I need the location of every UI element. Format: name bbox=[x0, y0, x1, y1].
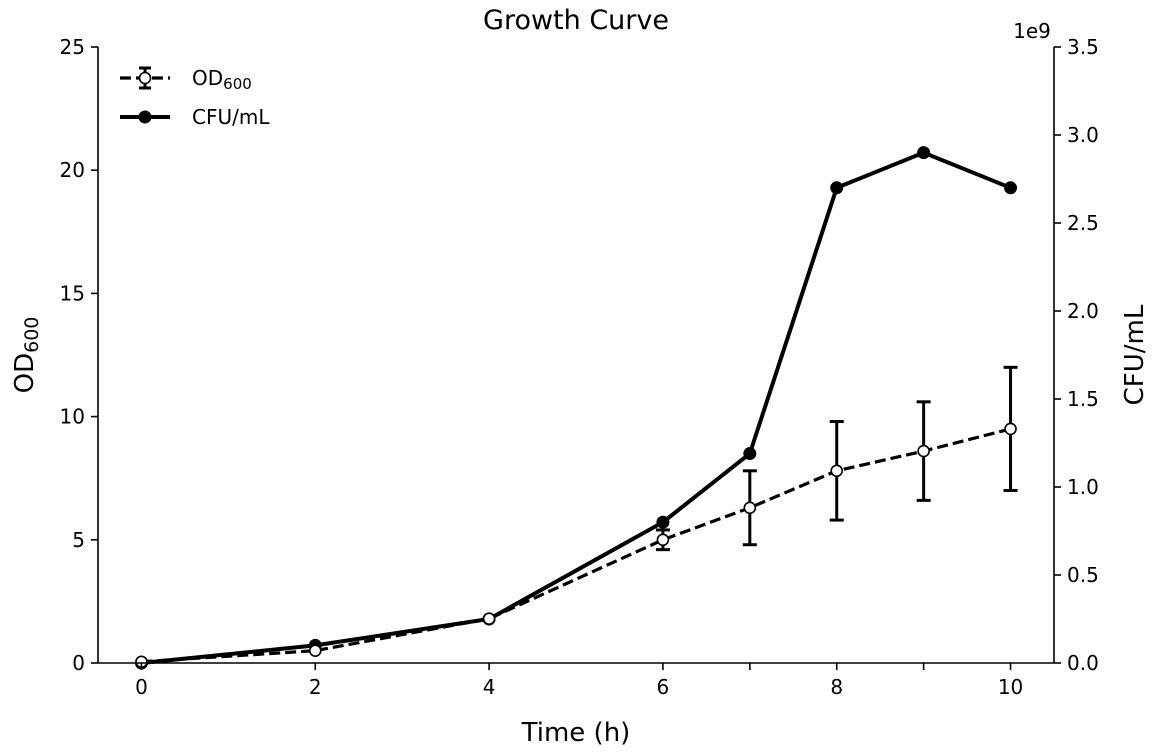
y-axis-title-base: OD bbox=[10, 353, 40, 394]
cfu-series-line bbox=[141, 150, 1012, 665]
legend-od-marker bbox=[138, 71, 152, 85]
y-tick-label: 0 bbox=[72, 651, 85, 675]
cfu-point bbox=[1004, 181, 1018, 195]
y2-tick-label: 1.5 bbox=[1067, 387, 1099, 411]
y2-tick-label: 0.5 bbox=[1067, 563, 1099, 587]
x-tick-label: 0 bbox=[135, 675, 148, 699]
od600-point bbox=[656, 533, 670, 547]
od600-point bbox=[917, 444, 930, 458]
y-tick-label: 5 bbox=[72, 528, 85, 552]
y2-axis-title: CFU/mL bbox=[1120, 304, 1150, 405]
x-tick-label: 2 bbox=[309, 675, 322, 699]
x-tick-label: 4 bbox=[483, 675, 496, 699]
legend-label-od-sub: 600 bbox=[223, 75, 252, 93]
x-tick-label: 10 bbox=[998, 675, 1023, 699]
y-tick-label: 25 bbox=[60, 35, 85, 59]
cfu-point bbox=[917, 146, 931, 160]
cfu-point bbox=[743, 447, 757, 461]
x-axis-title: Time (h) bbox=[521, 718, 631, 748]
y2-tick-label: 2.5 bbox=[1067, 211, 1099, 235]
od600-point bbox=[308, 644, 322, 657]
y2-tick-label: 0.0 bbox=[1067, 651, 1099, 675]
cfu-point bbox=[656, 515, 670, 529]
legend: OD600 CFU/mL bbox=[108, 58, 308, 136]
legend-cfu-marker bbox=[138, 110, 152, 124]
od600-point bbox=[482, 612, 496, 625]
legend-label-od-base: OD bbox=[192, 66, 223, 90]
od600-point bbox=[1004, 422, 1017, 436]
y-axis-title-sub: 600 bbox=[21, 317, 43, 353]
y2-tick-label: 2.0 bbox=[1067, 299, 1099, 323]
y-tick-label: 20 bbox=[60, 158, 85, 182]
y2-tick-label: 3.0 bbox=[1067, 123, 1099, 147]
od600-point bbox=[743, 501, 757, 515]
x-tick-label: 8 bbox=[830, 675, 843, 699]
y-tick-label: 10 bbox=[60, 405, 85, 429]
y-tick-label: 15 bbox=[60, 281, 85, 305]
legend-label-cfu: CFU/mL bbox=[192, 105, 270, 129]
cfu-point bbox=[830, 181, 844, 195]
y-axis-title: OD600 bbox=[10, 317, 43, 394]
y2-tick-label: 3.5 bbox=[1067, 35, 1099, 59]
od600-series-line bbox=[141, 427, 1011, 664]
chart-title: Growth Curve bbox=[483, 5, 669, 36]
od600-point bbox=[830, 464, 844, 478]
x-tick-label: 6 bbox=[657, 675, 670, 699]
y2-tick-label: 1.0 bbox=[1067, 475, 1099, 499]
y2-offset-label: 1e9 bbox=[1013, 19, 1051, 43]
legend-label-od: OD600 bbox=[192, 66, 252, 93]
